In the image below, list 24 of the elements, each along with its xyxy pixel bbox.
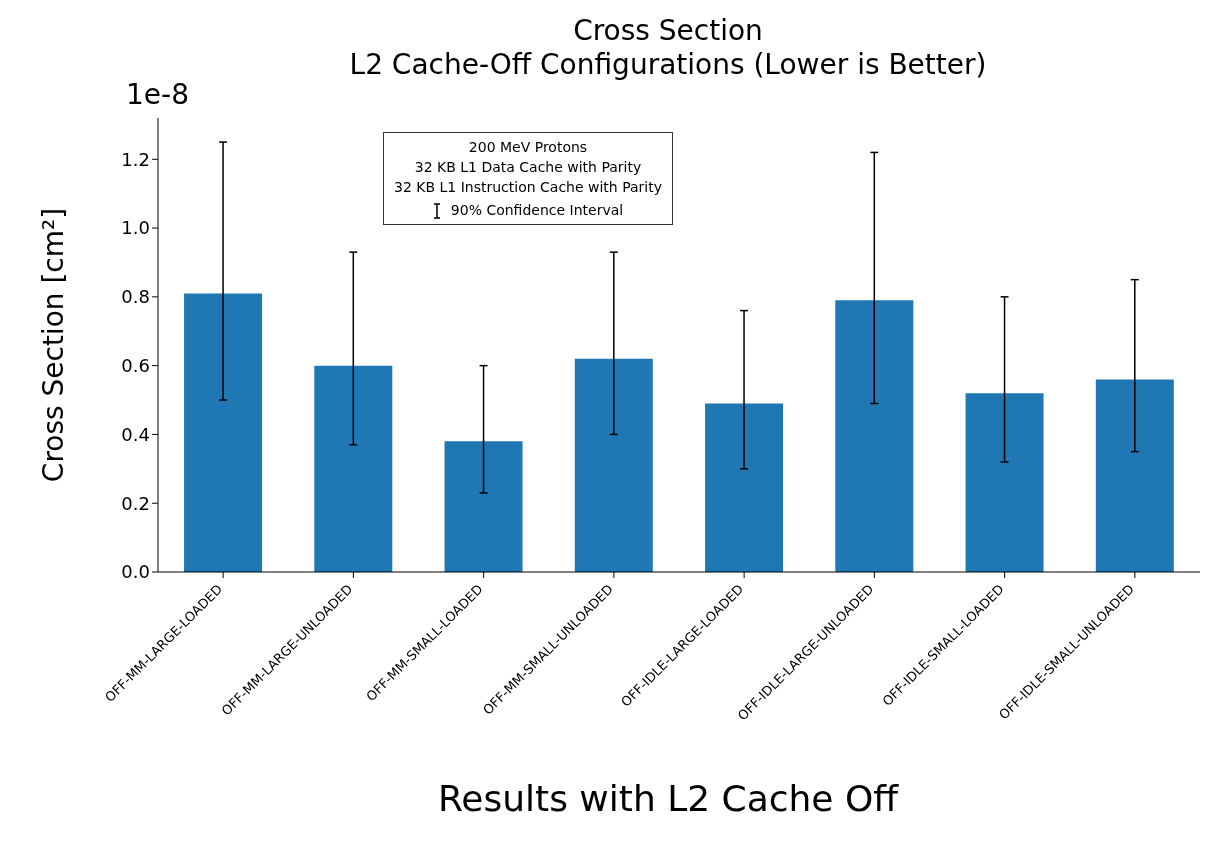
bar: [705, 403, 784, 572]
text: 1e-8: [126, 78, 189, 111]
y-tick-label: 0.8: [121, 286, 150, 308]
bar: [444, 441, 523, 572]
annotation: 90% Confidence Interval: [450, 202, 624, 218]
bar: [314, 365, 393, 572]
y-axis-title: Cross Section [cm²]: [36, 207, 70, 483]
text: Results with L2 Cache Off: [436, 777, 900, 821]
bar: [965, 393, 1044, 572]
annotation: 32 KB L1 Data Cache with Parity: [414, 159, 642, 175]
y-tick-label: 1.0: [121, 217, 150, 239]
bar: [1095, 379, 1174, 572]
bar: [835, 300, 914, 572]
y-tick-label: 0.0: [121, 561, 150, 583]
chart-subtitle: L2 Cache-Off Configurations (Lower is Better): [349, 48, 987, 81]
annotation: 32 KB L1 Instruction Cache with Parity: [394, 179, 662, 195]
y-tick-label: 1.2: [121, 148, 150, 170]
chart-title: Cross Section: [572, 13, 764, 48]
y-tick-label: 0.4: [121, 423, 150, 445]
bar: [574, 358, 653, 572]
y-tick-label: 0.2: [121, 492, 150, 514]
y-tick-label: 0.6: [121, 355, 150, 377]
bar: [184, 293, 263, 572]
annotation: 200 MeV Protons: [468, 139, 588, 155]
